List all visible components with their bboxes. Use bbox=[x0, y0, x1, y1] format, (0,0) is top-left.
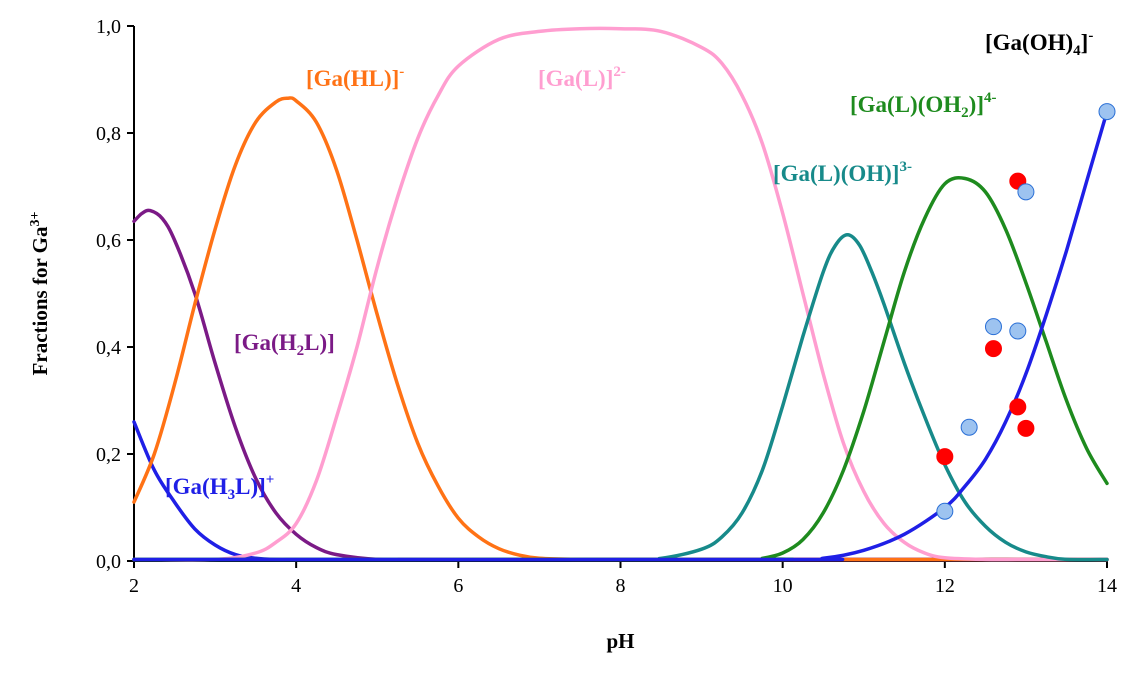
species-label-part: [Ga(L)] bbox=[538, 66, 613, 91]
species-label-part: [Ga(L)(OH)] bbox=[773, 161, 899, 186]
species-label-part: )] bbox=[969, 92, 984, 117]
species-label-part: 2 bbox=[961, 105, 969, 121]
species-label-part: + bbox=[266, 472, 275, 488]
species-label-part: [Ga(OH) bbox=[985, 30, 1073, 55]
data-point-exp_blue bbox=[960, 418, 978, 436]
y-axis-title: Fractions for Ga3+ bbox=[28, 212, 52, 376]
series-line-loh bbox=[132, 232, 1109, 562]
species-label-l: [Ga(L)]2- bbox=[538, 64, 626, 91]
series-layer bbox=[132, 26, 1109, 562]
labels-layer: [Ga(H3L)]+[Ga(H2L)][Ga(HL)]- [Ga(L)]2-[Ga… bbox=[165, 28, 1093, 503]
x-tick-label: 14 bbox=[1097, 575, 1117, 597]
data-point-exp_blue bbox=[936, 502, 954, 520]
species-label-part: 4 bbox=[1073, 43, 1081, 59]
y-tick-label: 0,8 bbox=[96, 123, 121, 145]
series-line-h2l bbox=[132, 208, 1109, 562]
species-label-part: L)] bbox=[304, 330, 335, 355]
axes: 2 4 6 8 10 12 14 0,0 0,2 0,4 0,6 0,8 1,0 bbox=[96, 16, 1117, 597]
x-tick-label: 6 bbox=[453, 575, 463, 597]
species-label-part: 3- bbox=[899, 159, 912, 175]
y-tick-label: 0,0 bbox=[96, 551, 121, 573]
x-axis-title: pH bbox=[606, 629, 634, 653]
x-tick-label: 4 bbox=[291, 575, 301, 597]
data-point-exp_red bbox=[984, 340, 1002, 358]
y-tick-label: 1,0 bbox=[96, 16, 121, 38]
species-label-part: 2- bbox=[613, 64, 626, 80]
data-point-exp_blue bbox=[1098, 103, 1116, 121]
data-point-exp_blue bbox=[984, 318, 1002, 336]
data-point-exp_red bbox=[1017, 419, 1035, 437]
species-label-part: - bbox=[1088, 28, 1093, 44]
species-label-hl: [Ga(HL)]- bbox=[306, 64, 404, 91]
series-line-oh4 bbox=[132, 109, 1109, 562]
points-layer bbox=[936, 103, 1116, 520]
species-label-part: [Ga(HL)] bbox=[306, 66, 399, 91]
y-tick-label: 0,6 bbox=[96, 230, 121, 252]
species-label-loh: [Ga(L)(OH)]3- bbox=[773, 159, 912, 186]
data-point-exp_red bbox=[1009, 398, 1027, 416]
data-point-exp_red bbox=[936, 448, 954, 466]
species-label-h2l: [Ga(H2L)] bbox=[234, 330, 335, 359]
species-label-part: L)] bbox=[235, 474, 266, 499]
species-label-part: - bbox=[399, 64, 404, 80]
species-label-part: 3 bbox=[228, 487, 236, 503]
y-tick-label: 0,4 bbox=[96, 337, 121, 359]
data-point-exp_blue bbox=[1009, 322, 1027, 340]
species-label-part: [Ga(H bbox=[165, 474, 228, 499]
species-label-part: 2 bbox=[297, 343, 305, 359]
species-label-oh4: [Ga(OH)4]- bbox=[985, 28, 1093, 59]
species-label-part: ] bbox=[1081, 30, 1089, 55]
y-tick-label: 0,2 bbox=[96, 444, 121, 466]
species-label-part: [Ga(L)(OH bbox=[850, 92, 961, 117]
data-point-exp_blue bbox=[1017, 183, 1035, 201]
series-line-l bbox=[132, 26, 1109, 562]
species-label-part: 4- bbox=[984, 90, 997, 106]
x-tick-label: 10 bbox=[773, 575, 793, 597]
species-label-loh2: [Ga(L)(OH2)]4- bbox=[850, 90, 996, 121]
series-line-loh2 bbox=[132, 176, 1109, 562]
species-label-part: [Ga(H bbox=[234, 330, 297, 355]
x-tick-label: 2 bbox=[129, 575, 139, 597]
x-tick-label: 12 bbox=[935, 575, 955, 597]
species-label-h3l: [Ga(H3L)]+ bbox=[165, 472, 274, 503]
x-tick-label: 8 bbox=[616, 575, 626, 597]
